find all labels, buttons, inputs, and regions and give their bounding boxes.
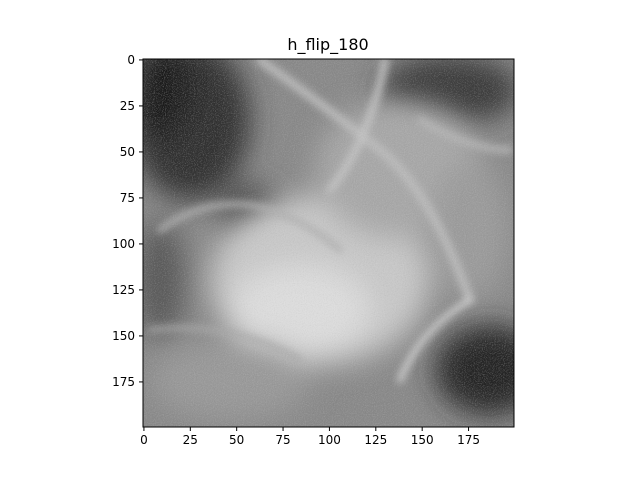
y-tick-label: 125 — [112, 283, 135, 297]
y-tick-label: 150 — [112, 329, 135, 343]
y-tick-label: 25 — [120, 99, 135, 113]
y-tick-label: 50 — [120, 145, 135, 159]
y-tick-label: 175 — [112, 375, 135, 389]
x-tick-label: 75 — [275, 433, 290, 447]
x-tick-label: 0 — [140, 433, 148, 447]
x-tick-label: 175 — [457, 433, 480, 447]
y-tick-label: 100 — [112, 237, 135, 251]
x-tick-label: 25 — [183, 433, 198, 447]
x-tick-label: 125 — [364, 433, 387, 447]
x-tick-label: 100 — [318, 433, 341, 447]
grayscale-image — [143, 59, 514, 427]
y-tick-label: 75 — [120, 191, 135, 205]
y-axis: 0 25 50 75 100 125 150 175 — [112, 53, 143, 389]
x-axis: 0 25 50 75 100 125 150 175 — [140, 427, 480, 447]
y-tick-label: 0 — [127, 53, 135, 67]
axes-frame — [142, 58, 515, 428]
x-tick-label: 150 — [411, 433, 434, 447]
x-tick-label: 50 — [229, 433, 244, 447]
figure-title: h_flip_180 — [287, 35, 368, 55]
